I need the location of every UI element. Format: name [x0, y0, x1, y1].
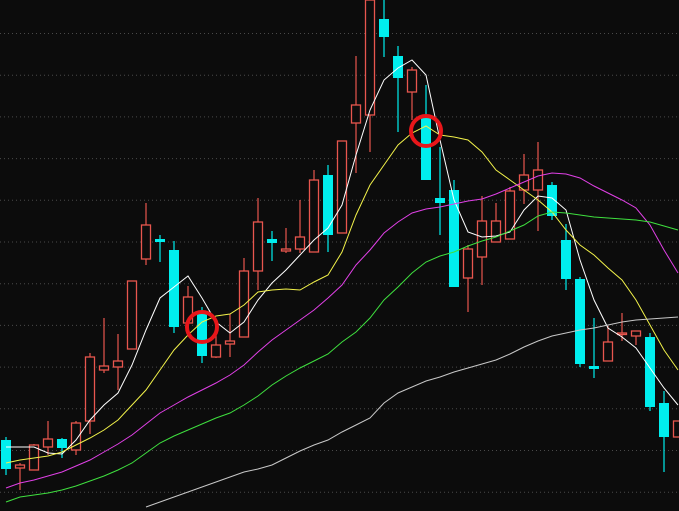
- candle-down: [645, 333, 655, 411]
- candle-body: [197, 314, 207, 356]
- candle-down: [57, 438, 67, 458]
- candle-up: [84, 353, 96, 434]
- candle-up: [672, 420, 679, 438]
- candle-body: [630, 330, 642, 337]
- candle-up: [490, 203, 502, 243]
- moving-average-line-3: [5, 172, 679, 489]
- candle-up: [616, 313, 628, 341]
- candle-up: [308, 170, 320, 253]
- candle-body: [659, 403, 669, 437]
- candle-up: [126, 280, 138, 350]
- candle-up: [630, 330, 642, 345]
- candle-body: [379, 19, 389, 37]
- candle-body: [112, 360, 124, 368]
- candle-up: [42, 421, 54, 455]
- candle-up: [336, 140, 348, 234]
- annotations: [185, 114, 443, 344]
- candle-body: [155, 239, 165, 242]
- candle-body: [616, 332, 628, 336]
- candle-body: [238, 270, 250, 338]
- candle-up: [350, 56, 362, 173]
- candle-down: [421, 85, 431, 180]
- candle-up: [294, 200, 306, 253]
- candle-body: [589, 366, 599, 369]
- candle-down: [659, 391, 669, 472]
- moving-average-line-4: [5, 211, 679, 503]
- moving-average-line-5: [145, 316, 679, 508]
- candle-down: [449, 180, 459, 287]
- candle-body: [210, 344, 222, 358]
- candle-up: [238, 258, 250, 338]
- candle-body: [532, 169, 544, 191]
- candle-body: [57, 439, 67, 448]
- candle-down: [379, 0, 389, 57]
- candle-up: [602, 326, 614, 362]
- candle-body: [547, 185, 557, 216]
- candle-body: [435, 198, 445, 203]
- candle-down: [169, 241, 179, 333]
- candle-up: [364, 0, 376, 152]
- candle-up: [140, 203, 152, 265]
- candle-down: [435, 147, 445, 235]
- candle-down: [547, 182, 557, 220]
- candle-down: [197, 307, 207, 363]
- candle-body: [504, 190, 516, 240]
- candle-body: [169, 250, 179, 327]
- candle-body: [561, 240, 571, 279]
- candle-body: [224, 340, 236, 345]
- candle-body: [421, 117, 431, 180]
- candle-down: [575, 277, 585, 367]
- highlight-circle: [409, 114, 443, 148]
- candle-body: [70, 422, 82, 451]
- candle-up: [406, 67, 418, 120]
- candle-body: [393, 56, 403, 78]
- candle-down: [267, 231, 277, 261]
- candle-up: [70, 421, 82, 455]
- candle-up: [224, 314, 236, 357]
- candle-down: [155, 235, 165, 262]
- candle-up: [476, 196, 488, 285]
- candle-body: [490, 220, 502, 243]
- candle-body: [323, 175, 333, 235]
- candle-body: [252, 221, 264, 272]
- candle-body: [645, 337, 655, 407]
- candle-down: [589, 318, 599, 378]
- candle-down: [323, 165, 333, 252]
- candle-up: [98, 318, 110, 373]
- candle-body: [294, 236, 306, 250]
- moving-average-line-2: [5, 125, 679, 464]
- candle-body: [140, 224, 152, 260]
- candle-body: [98, 365, 110, 371]
- candle-up: [532, 142, 544, 231]
- candle-body: [575, 279, 585, 364]
- moving-average-line-1: [6, 59, 679, 455]
- candle-body: [1, 440, 11, 469]
- candle-down: [1, 437, 11, 475]
- candle-body: [336, 140, 348, 234]
- candle-up: [280, 228, 292, 253]
- candle-body: [364, 0, 376, 116]
- candle-up: [252, 198, 264, 290]
- candle-down: [393, 46, 403, 132]
- candle-body: [449, 190, 459, 287]
- candle-body: [350, 104, 362, 124]
- candle-up: [14, 463, 26, 490]
- candle-body: [42, 438, 54, 448]
- candle-body: [280, 248, 292, 252]
- candle-body: [602, 341, 614, 362]
- candle-body: [406, 69, 418, 93]
- candle-body: [267, 239, 277, 243]
- candle-body: [476, 220, 488, 258]
- candle-body: [84, 356, 96, 422]
- candle-body: [672, 420, 679, 438]
- candle-body: [14, 464, 26, 469]
- candle-body: [126, 280, 138, 350]
- candle-down: [561, 224, 571, 290]
- candle-body: [462, 248, 474, 279]
- highlight-circle: [185, 310, 219, 344]
- candle-up: [112, 334, 124, 390]
- candle-body: [308, 179, 320, 253]
- moving-average-lines: [5, 59, 679, 508]
